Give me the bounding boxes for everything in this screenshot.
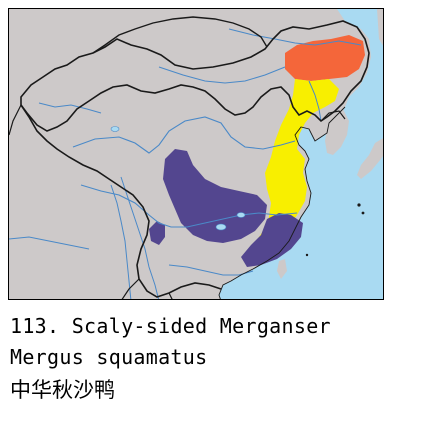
- salween-river: [110, 184, 132, 299]
- wintering-range-southwest: [149, 221, 165, 245]
- amur-river: [228, 28, 362, 46]
- range-map: [8, 8, 384, 300]
- common-name: Scaly-sided Merganser: [71, 314, 331, 338]
- liao-river: [308, 80, 322, 122]
- southeast-asia-border: [121, 278, 140, 299]
- wintering-range-east: [241, 213, 303, 267]
- lake: [236, 212, 246, 218]
- chinese-name: 中华秋沙鸭: [10, 378, 115, 402]
- china-southwest-border: [20, 104, 222, 298]
- caption-title: 113. Scaly-sided Merganser: [10, 316, 331, 336]
- wintering-range: [163, 149, 267, 243]
- species-number: 113.: [10, 314, 60, 338]
- breeding-range: [285, 35, 365, 81]
- mongolia-border: [92, 16, 268, 54]
- vietnam-border: [168, 292, 173, 299]
- scientific-name: Mergus squamatus: [10, 345, 208, 369]
- hainan-land: [203, 289, 219, 299]
- coastline: [218, 106, 346, 299]
- china-border: [20, 20, 370, 132]
- lake: [215, 223, 227, 231]
- japan-land: [357, 138, 383, 179]
- northern-river: [158, 66, 286, 84]
- island-dot: [361, 211, 365, 215]
- india-border: [9, 104, 22, 136]
- lake: [110, 126, 120, 132]
- island-dot: [305, 253, 309, 257]
- korea-land: [321, 105, 349, 155]
- passage-range: [255, 79, 339, 249]
- yellow-river: [72, 116, 296, 154]
- island-dot: [357, 203, 361, 207]
- yangtze-river: [80, 184, 298, 228]
- far-east-land: [377, 9, 383, 46]
- mekong-river: [120, 176, 160, 299]
- ganges-river: [9, 236, 90, 250]
- korea-border: [320, 110, 346, 122]
- western-river: [38, 102, 102, 114]
- taiwan-land: [277, 259, 287, 279]
